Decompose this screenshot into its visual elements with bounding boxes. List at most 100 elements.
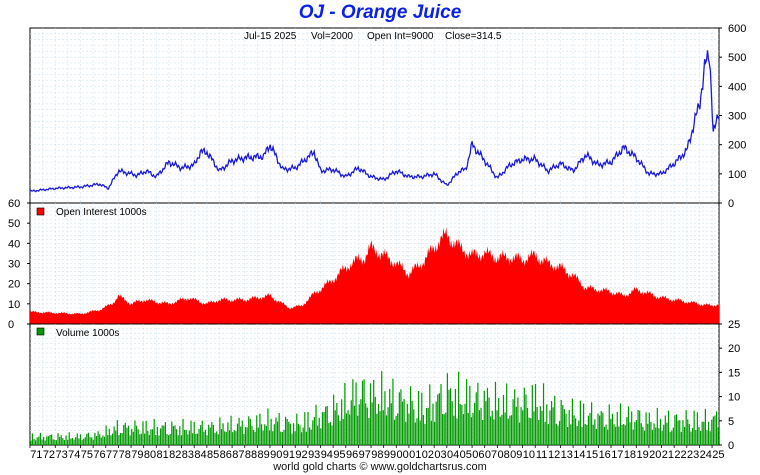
y-tick-label: 30 (8, 259, 20, 271)
x-tick-label: 98 (371, 449, 383, 461)
info-open-int: Open Int=9000 (367, 31, 434, 42)
x-tick-label: 16 (599, 449, 611, 461)
x-tick-label: 06 (472, 449, 484, 461)
x-tick-label: 96 (346, 449, 358, 461)
volume-legend-swatch (36, 327, 45, 336)
x-axis-ticks: 71 72 73 74 75 76 77 78 79 80 81 82 83 84 85 86 87 88 89 90… (29, 445, 724, 461)
x-tick-label: 71 (30, 449, 42, 461)
y-tick-label: 20 (8, 279, 20, 291)
open-interest-series (30, 227, 719, 324)
x-tick-label: 75 (81, 449, 93, 461)
x-tick-label: 72 (43, 449, 55, 461)
x-tick-label: 87 (232, 449, 244, 461)
x-tick-label: 89 (258, 449, 270, 461)
x-tick-label: 18 (624, 449, 636, 461)
x-tick-label: 73 (55, 449, 67, 461)
y-tick-label: 100 (728, 169, 746, 181)
open-interest-legend-label: Open Interest 1000s (56, 207, 147, 218)
info-date: Jul-15 2025 (244, 31, 297, 42)
y-tick-label: 50 (8, 218, 20, 230)
y-tick-label: 10 (8, 299, 20, 311)
x-tick-label: 85 (207, 449, 219, 461)
volume-panel: 0 5 10 15 20 25 Volume 1000s (29, 319, 740, 452)
x-tick-label: 01 (409, 449, 421, 461)
x-tick-label: 90 (270, 449, 282, 461)
x-tick-label: 93 (308, 449, 320, 461)
x-tick-label: 21 (662, 449, 674, 461)
x-tick-label: 81 (156, 449, 168, 461)
info-vol: Vol=2000 (311, 31, 353, 42)
x-tick-label: 08 (498, 449, 510, 461)
x-tick-label: 17 (611, 449, 623, 461)
open-interest-panel: 0 10 20 30 40 50 60 Open Interest 1000s (8, 198, 720, 331)
x-tick-label: 25 (712, 449, 724, 461)
volume-y-ticks: 0 5 10 15 20 25 (719, 319, 740, 452)
y-tick-label: 20 (728, 343, 740, 355)
x-tick-label: 88 (245, 449, 257, 461)
x-tick-label: 95 (333, 449, 345, 461)
x-tick-label: 99 (384, 449, 396, 461)
x-tick-label: 24 (700, 449, 712, 461)
x-tick-label: 77 (106, 449, 118, 461)
x-tick-label: 13 (561, 449, 573, 461)
y-tick-label: 200 (728, 140, 746, 152)
price-grid (30, 28, 719, 203)
x-tick-label: 10 (523, 449, 535, 461)
x-tick-label: 79 (131, 449, 143, 461)
y-tick-label: 300 (728, 111, 746, 123)
x-tick-label: 22 (674, 449, 686, 461)
y-tick-label: 10 (728, 392, 740, 404)
x-tick-label: 82 (169, 449, 181, 461)
volume-legend-label: Volume 1000s (56, 328, 119, 339)
open-interest-y-ticks: 0 10 20 30 40 50 60 (8, 198, 30, 331)
volume-series (30, 371, 719, 445)
footer-credit: world gold charts © www.goldchartsrus.co… (273, 461, 487, 473)
chart-title: OJ - Orange Juice (298, 2, 462, 23)
x-tick-label: 04 (447, 449, 459, 461)
x-tick-label: 03 (434, 449, 446, 461)
price-line (29, 50, 720, 193)
x-tick-label: 97 (359, 449, 371, 461)
y-tick-label: 400 (728, 81, 746, 93)
x-tick-label: 00 (396, 449, 408, 461)
y-tick-label: 5 (728, 416, 734, 428)
x-tick-label: 80 (144, 449, 156, 461)
x-tick-label: 23 (687, 449, 699, 461)
y-tick-label: 25 (728, 319, 740, 331)
x-tick-label: 15 (586, 449, 598, 461)
x-tick-label: 05 (460, 449, 472, 461)
x-tick-label: 78 (119, 449, 131, 461)
x-tick-label: 94 (321, 449, 333, 461)
y-tick-label: 0 (728, 440, 734, 452)
y-tick-label: 0 (728, 198, 734, 210)
y-tick-label: 60 (8, 198, 20, 210)
y-tick-label: 600 (728, 23, 746, 35)
x-tick-label: 11 (536, 449, 547, 461)
x-tick-label: 02 (422, 449, 434, 461)
x-tick-label: 83 (182, 449, 194, 461)
volume-plot-frame (29, 323, 720, 446)
price-panel: 0 100 200 300 400 500 600 Jul-15 2025 Vol=2000… (29, 23, 746, 210)
x-tick-label: 74 (68, 449, 80, 461)
x-tick-label: 12 (548, 449, 560, 461)
x-tick-label: 91 (283, 449, 295, 461)
x-tick-label: 92 (295, 449, 307, 461)
y-tick-label: 500 (728, 52, 746, 64)
y-tick-label: 40 (8, 238, 20, 250)
x-tick-label: 84 (194, 449, 206, 461)
price-y-ticks: 0 100 200 300 400 500 600 (719, 23, 746, 210)
x-tick-label: 20 (649, 449, 661, 461)
x-tick-label: 07 (485, 449, 497, 461)
x-tick-label: 09 (510, 449, 522, 461)
y-tick-label: 15 (728, 367, 740, 379)
x-tick-label: 19 (636, 449, 648, 461)
x-tick-label: 14 (573, 449, 585, 461)
x-tick-label: 76 (93, 449, 105, 461)
x-tick-label: 86 (220, 449, 232, 461)
info-close: Close=314.5 (445, 31, 502, 42)
open-interest-legend-swatch (36, 207, 45, 216)
open-interest-area (30, 227, 719, 324)
price-series (29, 50, 720, 193)
y-tick-label: 0 (8, 319, 14, 331)
